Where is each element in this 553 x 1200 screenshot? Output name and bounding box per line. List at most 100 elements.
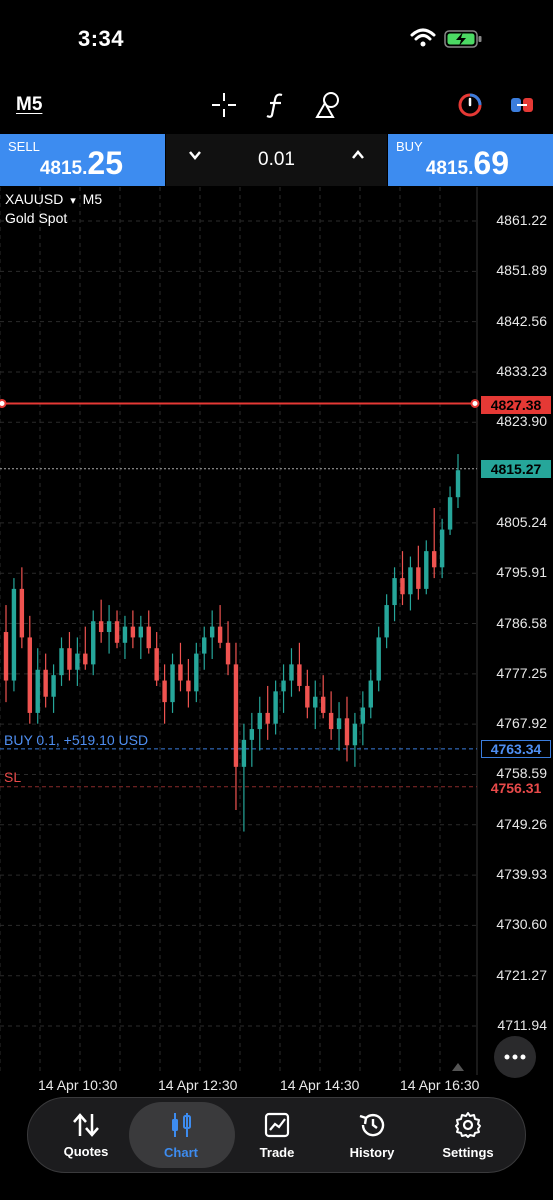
objects-icon[interactable] [311, 88, 345, 122]
buy-button[interactable]: BUY 4815. 69 [388, 134, 553, 186]
wifi-icon [410, 28, 436, 53]
candle-body [138, 626, 144, 638]
candle-body [400, 578, 405, 595]
chart-symbol[interactable]: XAUUSD ▾ M5 [5, 191, 102, 207]
candle-body [297, 664, 302, 686]
battery-icon [444, 29, 484, 54]
nav-settings-label: Settings [442, 1144, 494, 1160]
candle-body [328, 712, 334, 730]
candle-body [217, 626, 223, 643]
candle-body [35, 669, 40, 713]
candle-body [368, 680, 373, 708]
candle-body [19, 588, 25, 638]
y-tick-label: 4842.56 [496, 312, 547, 329]
y-tick-label: 4739.93 [496, 866, 547, 883]
candle-body [209, 626, 215, 638]
x-tick-label: 14 Apr 10:30 [38, 1077, 118, 1093]
one-click-trading-icon[interactable] [453, 88, 487, 122]
candle-body [408, 567, 413, 595]
candle-body [360, 707, 366, 724]
y-tick-label: 4805.24 [496, 513, 547, 530]
crosshair-icon[interactable] [207, 88, 241, 122]
status-time: 3:34 [78, 26, 125, 51]
candle-body [130, 626, 136, 638]
order-line-handle[interactable] [0, 398, 7, 408]
nav-trade[interactable]: Trade [225, 1098, 329, 1172]
nav-history-label: History [349, 1144, 395, 1160]
candle-body [241, 739, 247, 767]
buy-label: BUY [396, 139, 423, 154]
candle-body [202, 637, 207, 654]
y-tick-label: 4758.59 [496, 765, 547, 782]
chart-icon [172, 1112, 191, 1137]
candle-body [27, 637, 32, 713]
y-tick-label: 4795.91 [496, 564, 547, 581]
lot-size-control: 0.01 [166, 134, 387, 186]
nav-chart[interactable]: Chart [129, 1098, 233, 1172]
candle-body [447, 497, 453, 530]
nav-active-indicator [129, 1102, 235, 1168]
candle-body [154, 648, 159, 681]
trade-levels-icon[interactable] [505, 88, 539, 122]
candle-body [170, 664, 175, 703]
x-tick-label: 14 Apr 16:30 [400, 1077, 480, 1093]
candle-body [257, 712, 262, 730]
candle-body [194, 653, 199, 692]
candle-body [455, 470, 461, 498]
timeframe-selector[interactable]: M5 [16, 94, 43, 115]
y-tick-label: 4861.22 [496, 212, 547, 228]
candle-body [122, 626, 128, 643]
current-price-tag: 4815.27 [481, 460, 551, 478]
position-label[interactable]: BUY 0.1, +519.10 USD [4, 732, 149, 748]
sell-price-big: 25 [87, 145, 123, 181]
candle-body [305, 685, 310, 708]
candle-body [59, 648, 64, 676]
candle-body [313, 696, 318, 708]
quotes-icon [73, 1112, 99, 1137]
candle-body [416, 567, 421, 589]
candle-body [344, 718, 350, 746]
nav-chart-label: Chart [164, 1144, 198, 1160]
sell-button[interactable]: SELL 4815. 25 [0, 134, 165, 186]
y-tick-label: 4851.89 [496, 262, 547, 279]
sell-label: SELL [8, 139, 40, 154]
order-price-tag: 4827.38 [481, 396, 551, 414]
decrease-lot-button[interactable] [188, 148, 202, 167]
candle-body [249, 729, 255, 740]
candle-body [98, 621, 104, 633]
candle-body [51, 675, 56, 697]
candle-body [289, 664, 294, 681]
candle-body [352, 723, 358, 746]
candle-body [384, 605, 389, 638]
indicators-icon[interactable] [259, 88, 293, 122]
y-tick-label: 4730.60 [496, 916, 547, 933]
y-tick-label: 4711.94 [497, 1017, 547, 1033]
y-tick-label: 4767.92 [496, 715, 547, 732]
candle-body [146, 626, 151, 649]
y-tick-label: 4721.27 [496, 966, 547, 983]
candle-body [178, 664, 183, 681]
more-icon [504, 1054, 526, 1060]
candle-body [439, 529, 445, 568]
increase-lot-button[interactable] [351, 148, 365, 167]
candle-body [75, 653, 80, 670]
chart-shift-marker[interactable] [452, 1063, 464, 1071]
stop-loss-label[interactable]: SL [4, 769, 22, 785]
chevron-down-icon [189, 151, 201, 160]
nav-history[interactable]: History [320, 1098, 424, 1172]
candle-body [320, 696, 326, 713]
candle-body [424, 551, 429, 589]
nav-quotes[interactable]: Quotes [34, 1098, 138, 1172]
settings-icon [455, 1111, 481, 1138]
position-price-tag: 4763.34 [481, 740, 551, 758]
symbol-timeframe: M5 [82, 191, 103, 207]
sell-price-small: 4815. [39, 158, 88, 179]
nav-quotes-label: Quotes [63, 1143, 109, 1159]
price-chart[interactable] [0, 187, 553, 1075]
lot-size-value[interactable]: 0.01 [258, 149, 295, 170]
more-button[interactable] [494, 1036, 536, 1078]
buy-price-small: 4815. [425, 158, 474, 179]
nav-settings[interactable]: Settings [416, 1098, 520, 1172]
candle-body [67, 648, 72, 670]
order-line-handle[interactable] [470, 398, 480, 408]
